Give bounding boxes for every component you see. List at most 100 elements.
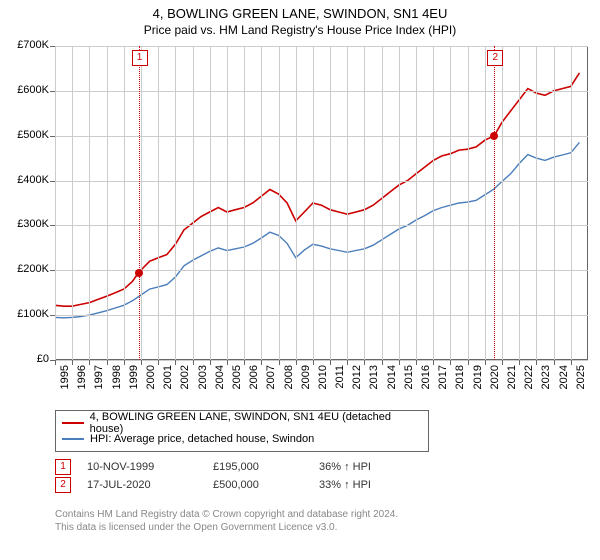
- x-axis-label: 2018: [454, 365, 466, 395]
- y-axis-label: £300K: [17, 218, 49, 230]
- x-tick: [330, 360, 331, 365]
- grid-line-v: [89, 46, 90, 360]
- x-tick: [55, 360, 56, 365]
- x-axis-label: 2009: [300, 365, 312, 395]
- y-axis-label: £600K: [17, 84, 49, 96]
- y-axis-label: £500K: [17, 129, 49, 141]
- grid-line-v: [227, 46, 228, 360]
- sales-row-delta: 33% ↑ HPI: [319, 479, 371, 491]
- x-axis-label: 2016: [420, 365, 432, 395]
- grid-line-v: [571, 46, 572, 360]
- legend-box: 4, BOWLING GREEN LANE, SWINDON, SN1 4EU …: [55, 410, 429, 452]
- x-axis-label: 2001: [162, 365, 174, 395]
- x-axis-label: 2021: [506, 365, 518, 395]
- x-axis-label: 2014: [386, 365, 398, 395]
- x-tick: [399, 360, 400, 365]
- x-tick: [347, 360, 348, 365]
- x-tick: [141, 360, 142, 365]
- sales-table: 110-NOV-1999£195,00036% ↑ HPI217-JUL-202…: [55, 458, 371, 494]
- grid-line-v: [124, 46, 125, 360]
- x-tick: [210, 360, 211, 365]
- grid-line-v: [536, 46, 537, 360]
- grid-line-h: [55, 225, 588, 226]
- sales-row-price: £500,000: [213, 479, 303, 491]
- grid-line-h: [55, 91, 588, 92]
- x-axis-label: 1997: [93, 365, 105, 395]
- grid-line-v: [554, 46, 555, 360]
- x-tick: [485, 360, 486, 365]
- grid-line-v: [330, 46, 331, 360]
- grid-line-h: [55, 46, 588, 47]
- x-axis-label: 2025: [575, 365, 587, 395]
- grid-line-v: [72, 46, 73, 360]
- x-axis-label: 2003: [197, 365, 209, 395]
- grid-line-h: [55, 315, 588, 316]
- x-axis-label: 2023: [540, 365, 552, 395]
- x-axis-label: 2004: [214, 365, 226, 395]
- sales-row: 1 10-NOV-1999 £195,000 36% ↑ HPI: [55, 458, 371, 476]
- x-axis-label: 2008: [283, 365, 295, 395]
- grid-line-h: [55, 136, 588, 137]
- x-axis-label: 2022: [523, 365, 535, 395]
- marker-vline: [494, 46, 495, 360]
- y-axis-label: £400K: [17, 174, 49, 186]
- footer-attribution: Contains HM Land Registry data © Crown c…: [55, 508, 398, 534]
- x-tick: [382, 360, 383, 365]
- sales-row-price: £195,000: [213, 461, 303, 473]
- x-tick: [502, 360, 503, 365]
- x-tick: [89, 360, 90, 365]
- series-line: [55, 142, 579, 317]
- x-tick: [244, 360, 245, 365]
- sales-row: 217-JUL-2020£500,00033% ↑ HPI: [55, 476, 371, 494]
- grid-line-v: [210, 46, 211, 360]
- legend-row: 4, BOWLING GREEN LANE, SWINDON, SN1 4EU …: [62, 415, 422, 431]
- x-axis-label: 2007: [265, 365, 277, 395]
- x-tick: [175, 360, 176, 365]
- x-axis-label: 2017: [437, 365, 449, 395]
- marker-vline: [139, 46, 140, 360]
- marker-badge: 2: [487, 50, 503, 66]
- x-tick: [416, 360, 417, 365]
- sales-row-badge: 1: [55, 459, 71, 475]
- grid-line-v: [296, 46, 297, 360]
- x-tick: [519, 360, 520, 365]
- plot-area: 12: [55, 46, 588, 360]
- x-axis-label: 2011: [334, 365, 346, 395]
- x-tick: [571, 360, 572, 365]
- x-tick: [364, 360, 365, 365]
- grid-line-v: [244, 46, 245, 360]
- x-tick: [450, 360, 451, 365]
- x-axis-label: 2020: [489, 365, 501, 395]
- x-tick: [536, 360, 537, 365]
- marker-badge: 1: [132, 50, 148, 66]
- grid-line-v: [175, 46, 176, 360]
- x-axis-label: 1995: [59, 365, 71, 395]
- x-axis-label: 1998: [111, 365, 123, 395]
- sales-row-date: 10-NOV-1999: [87, 461, 197, 473]
- grid-line-v: [433, 46, 434, 360]
- x-tick: [313, 360, 314, 365]
- y-axis-label: £700K: [17, 39, 49, 51]
- x-axis-label: 2002: [179, 365, 191, 395]
- x-tick: [279, 360, 280, 365]
- sales-row-date: 17-JUL-2020: [87, 479, 197, 491]
- x-tick: [261, 360, 262, 365]
- grid-line-v: [347, 46, 348, 360]
- x-axis-label: 2010: [317, 365, 329, 395]
- legend-label: HPI: Average price, detached house, Swin…: [90, 433, 314, 445]
- x-tick: [158, 360, 159, 365]
- y-axis-label: £100K: [17, 308, 49, 320]
- grid-line-v: [468, 46, 469, 360]
- x-axis-label: 2019: [472, 365, 484, 395]
- x-axis-label: 2012: [351, 365, 363, 395]
- grid-line-v: [158, 46, 159, 360]
- grid-line-v: [141, 46, 142, 360]
- y-axis-label: £0: [37, 353, 49, 365]
- sales-row-delta: 36% ↑ HPI: [319, 461, 371, 473]
- x-tick: [124, 360, 125, 365]
- legend-swatch: [62, 438, 84, 440]
- grid-line-v: [261, 46, 262, 360]
- sale-point: [135, 269, 143, 277]
- grid-line-h: [55, 360, 588, 361]
- grid-line-v: [279, 46, 280, 360]
